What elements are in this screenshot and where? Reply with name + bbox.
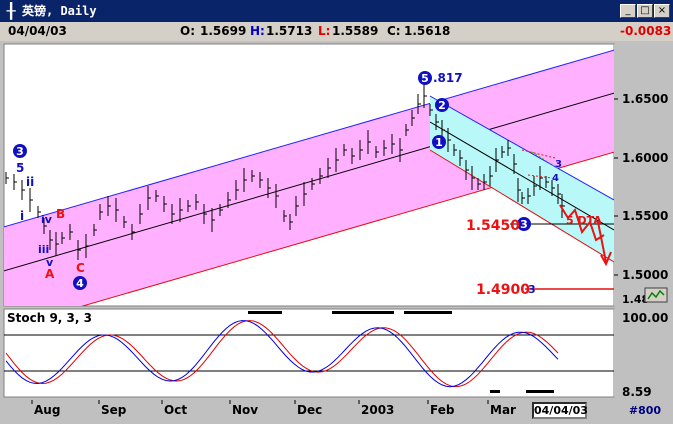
- open-label: O:: [180, 24, 195, 38]
- level-1-label: 1.5450: [466, 218, 520, 234]
- close-label: C:: [387, 24, 401, 38]
- chart-canvas[interactable]: 1.6500 1.6000 1.5500 1.5000 1.48 3 5 ii …: [0, 41, 673, 424]
- zoom-icon[interactable]: [644, 287, 668, 303]
- open-value: 1.5699: [200, 24, 247, 38]
- change-value: -0.0083: [620, 24, 672, 38]
- wave-B: B: [56, 207, 65, 221]
- wave-i: i: [20, 209, 24, 223]
- down-channel-lower-line: [429, 149, 614, 263]
- price-tick-3: 1.5500: [622, 209, 668, 223]
- close-button[interactable]: ×: [654, 4, 670, 18]
- wave-1-badge: 1: [435, 136, 443, 149]
- month-mar: Mar: [490, 403, 516, 417]
- price-axis: [614, 44, 669, 306]
- minimize-button[interactable]: _: [620, 4, 636, 18]
- app-icon: ╂: [6, 2, 16, 20]
- stoch-tick-top: 100.00: [622, 311, 668, 325]
- month-sep: Sep: [101, 403, 127, 417]
- close-value: 1.5618: [404, 24, 451, 38]
- dta-label: 5 DTA: [566, 214, 602, 227]
- target-lines: [521, 149, 556, 179]
- stoch-axis: [614, 309, 669, 397]
- small-wave-3: 3: [555, 159, 562, 170]
- high-label: H:: [250, 24, 265, 38]
- peak-value-label: .817: [433, 71, 463, 85]
- price-tick-2: 1.6000: [622, 151, 668, 165]
- high-value: 1.5713: [266, 24, 313, 38]
- wave-C: C: [76, 261, 85, 275]
- price-tick-1: 1.6500: [622, 92, 668, 106]
- stoch-tick-bottom: 8.59: [622, 385, 652, 399]
- low-label: L:: [318, 24, 331, 38]
- channel-mid-line: [4, 92, 614, 272]
- wave-3-right-badge: 3: [520, 218, 528, 231]
- bar-count: #800: [628, 404, 662, 417]
- month-oct: Oct: [164, 403, 187, 417]
- current-date-box[interactable]: 04/04/03: [532, 402, 588, 419]
- level-2-suffix: 3: [528, 283, 536, 296]
- month-nov: Nov: [232, 403, 258, 417]
- wave-A: A: [45, 267, 55, 281]
- down-channel-mid-line: [429, 121, 614, 231]
- month-dec: Dec: [297, 403, 322, 417]
- wave-ii: ii: [26, 175, 34, 189]
- overbought-markers: [248, 311, 554, 393]
- price-tick-4: 1.5000: [622, 268, 668, 282]
- title-bar: ╂ 英镑, Daily _ □ ×: [0, 0, 673, 22]
- stoch-panel: [3, 308, 615, 398]
- projection-path: [559, 204, 605, 242]
- price-tick-cut: 1.48: [622, 293, 649, 306]
- stoch-k-line: [5, 320, 559, 388]
- downtrend-channel: [430, 96, 614, 262]
- month-2003: 2003: [361, 403, 394, 417]
- down-channel-upper-line: [429, 95, 614, 201]
- level-2-label: 1.4900: [476, 282, 530, 298]
- wave-iv: iv: [41, 213, 53, 226]
- stoch-title: Stoch 9, 3, 3: [7, 311, 92, 325]
- maximize-button[interactable]: □: [637, 4, 653, 18]
- wave-4-badge: 4: [76, 277, 84, 290]
- small-wave-4: 4: [552, 173, 559, 184]
- wave-3-left-badge: 3: [16, 145, 24, 158]
- wave-2-badge: 2: [438, 99, 446, 112]
- month-feb: Feb: [430, 403, 455, 417]
- stoch-d-line: [5, 320, 559, 388]
- price-bars: [5, 84, 565, 260]
- time-axis: [4, 400, 669, 422]
- wave-5-top-badge: 5: [421, 72, 429, 85]
- window-title: 英镑, Daily: [22, 4, 97, 18]
- green-guide-line: [531, 151, 561, 171]
- low-value: 1.5589: [332, 24, 379, 38]
- wave-v: v: [46, 256, 54, 269]
- quote-date: 04/04/03: [8, 24, 67, 38]
- projection-arrow: [597, 221, 612, 267]
- ohlc-info-bar: 04/04/03 O: 1.5699 H: 1.5713 L: 1.5589 C…: [0, 22, 673, 41]
- wave-iii: iii: [38, 243, 49, 256]
- month-aug: Aug: [34, 403, 60, 417]
- wave-5-left: 5: [16, 161, 24, 175]
- channel-upper-line: [4, 49, 614, 228]
